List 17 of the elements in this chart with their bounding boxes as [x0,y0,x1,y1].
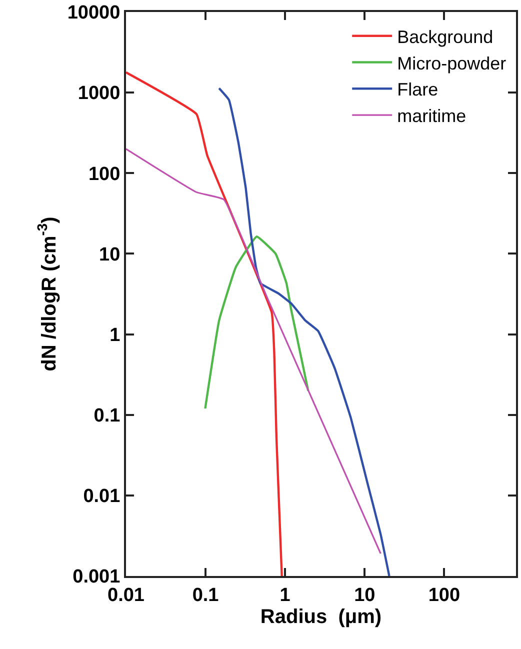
legend-label: Micro-powder [397,53,506,74]
y-tick-label: 100 [88,164,120,185]
y-tick-label: 1 [110,324,121,346]
y-tick-label: 0.001 [72,566,121,588]
x-tick-label: 10 [354,584,376,606]
legend-label: Background [397,26,494,47]
y-tick-label: 10000 [67,2,120,24]
x-tick-label: 0.1 [192,584,220,606]
x-axis-title: Radius (μm) [260,606,382,628]
y-tick-label: 0.1 [94,406,121,427]
x-tick-label: 100 [428,584,460,606]
y-tick-label: 10 [99,244,120,266]
legend-label: Flare [397,80,438,100]
y-tick-label: 0.01 [83,486,121,508]
y-tick-label: 1000 [78,83,120,104]
x-tick-label: 1 [280,584,291,606]
legend-label: maritime [397,106,466,126]
